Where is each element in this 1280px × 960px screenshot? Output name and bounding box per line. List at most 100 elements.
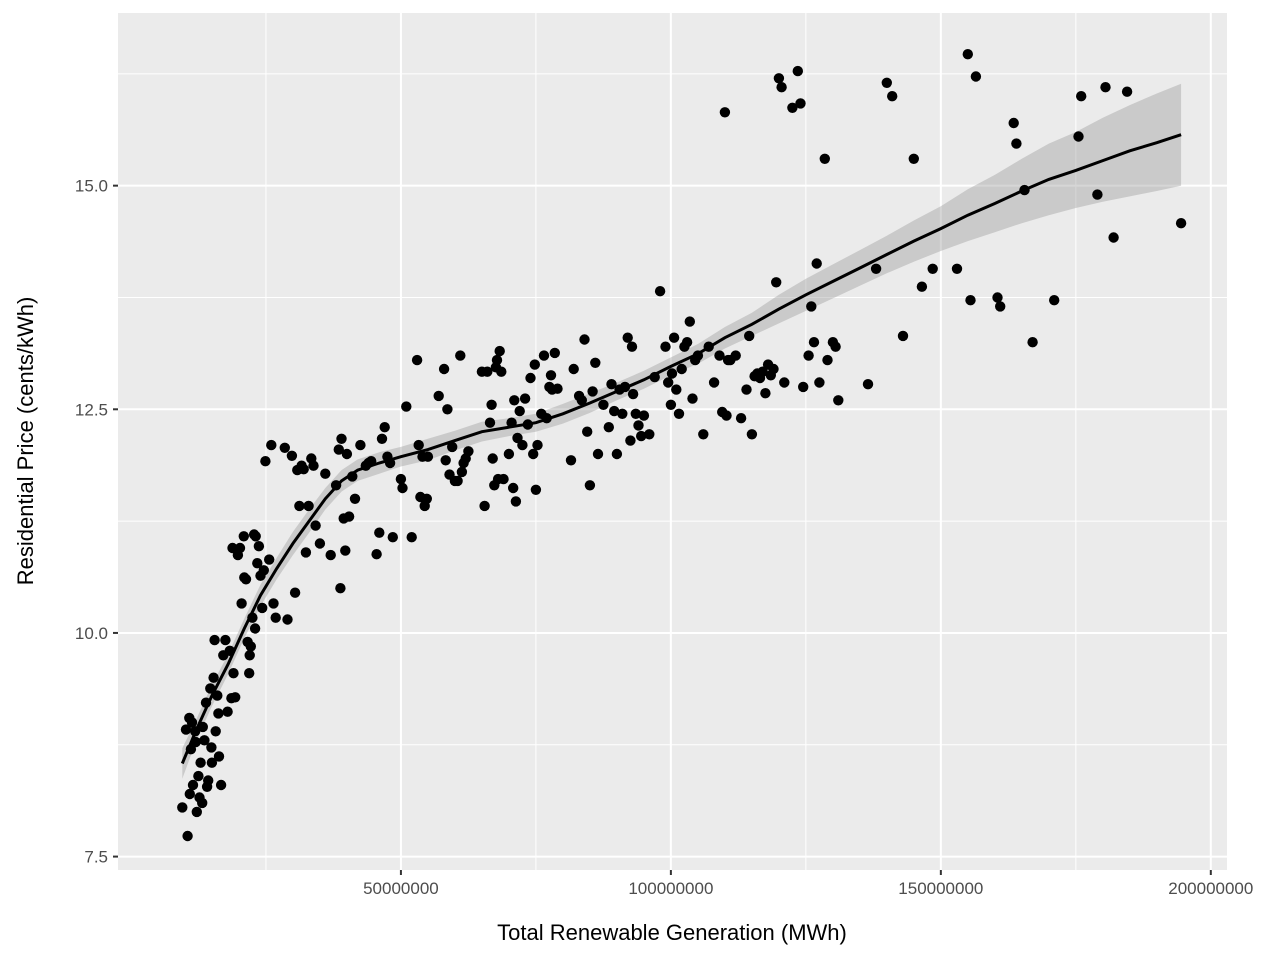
data-point — [264, 554, 275, 565]
data-point — [811, 258, 822, 269]
data-point — [258, 565, 269, 576]
data-point — [253, 541, 265, 552]
data-point — [881, 77, 892, 89]
data-point — [951, 263, 963, 274]
data-point — [279, 442, 290, 453]
data-point — [545, 370, 557, 381]
data-point — [708, 377, 720, 388]
data-point — [433, 390, 444, 402]
data-point — [336, 433, 347, 444]
data-point — [187, 779, 199, 791]
data-point — [519, 393, 531, 404]
data-point — [1175, 218, 1187, 229]
data-point — [208, 672, 219, 683]
data-point — [528, 448, 539, 460]
data-point — [668, 332, 680, 343]
data-point — [406, 532, 417, 543]
x-tick-label: 200000000 — [1168, 879, 1253, 898]
data-point — [413, 439, 424, 451]
data-point — [227, 542, 238, 554]
data-point — [660, 341, 671, 352]
data-point — [503, 448, 515, 460]
data-point — [486, 399, 497, 410]
data-point — [333, 444, 344, 455]
data-point — [213, 751, 225, 762]
data-point — [249, 623, 261, 634]
data-point — [630, 408, 641, 419]
data-point — [622, 332, 633, 343]
data-point — [325, 549, 336, 561]
data-point — [757, 366, 768, 377]
data-point — [819, 153, 830, 164]
data-point — [294, 500, 305, 512]
data-point — [260, 456, 271, 467]
data-point — [230, 692, 241, 703]
data-point — [549, 347, 560, 359]
data-point — [177, 802, 188, 813]
data-point — [529, 359, 540, 370]
data-point — [833, 395, 844, 406]
data-point — [320, 468, 331, 479]
data-point — [927, 263, 938, 274]
data-point — [916, 281, 928, 292]
data-point — [234, 542, 246, 554]
data-points — [177, 49, 1187, 842]
data-point — [992, 292, 1003, 303]
data-point — [220, 634, 231, 646]
data-point — [340, 545, 351, 556]
data-point — [494, 345, 505, 357]
data-point — [576, 395, 587, 406]
data-point — [962, 49, 973, 60]
data-point — [387, 532, 398, 543]
data-point — [792, 65, 803, 77]
data-point — [180, 724, 192, 735]
data-point — [244, 650, 255, 661]
data-point — [239, 572, 250, 583]
data-point — [184, 788, 195, 800]
data-point — [422, 451, 434, 462]
data-point — [760, 388, 771, 399]
data-point — [779, 377, 790, 388]
data-point — [714, 350, 725, 361]
data-point — [310, 520, 321, 531]
data-point — [798, 381, 809, 393]
data-point — [806, 301, 817, 312]
data-point — [1011, 138, 1022, 149]
data-point — [289, 587, 301, 598]
data-point — [1027, 337, 1038, 348]
plot-panel — [118, 13, 1227, 870]
data-point — [379, 422, 390, 433]
data-point — [768, 363, 779, 375]
data-point — [644, 429, 655, 440]
data-point — [1073, 131, 1084, 142]
data-point — [887, 91, 898, 102]
data-point — [210, 726, 221, 737]
data-point — [606, 379, 617, 390]
data-point — [633, 420, 644, 431]
data-point — [584, 480, 596, 491]
data-point — [965, 295, 976, 306]
y-axis: 7.5 10.0 12.5 15.0 — [75, 177, 118, 867]
data-point — [298, 464, 309, 475]
data-point — [808, 337, 820, 348]
data-point — [814, 377, 825, 388]
data-point — [479, 500, 490, 512]
data-point — [625, 435, 636, 446]
data-point — [215, 779, 227, 791]
data-point — [746, 429, 758, 440]
data-point — [673, 408, 685, 419]
data-point — [862, 379, 874, 390]
data-point — [698, 429, 709, 440]
data-point — [830, 341, 841, 352]
data-point — [510, 496, 522, 507]
data-point — [194, 792, 205, 803]
data-point — [609, 405, 620, 417]
data-point — [222, 706, 233, 717]
data-point — [335, 583, 346, 594]
y-axis-title: Residential Price (cents/kWh) — [13, 297, 38, 586]
data-point — [870, 263, 882, 274]
data-point — [509, 395, 520, 406]
data-point — [206, 757, 218, 768]
data-point — [908, 153, 919, 164]
